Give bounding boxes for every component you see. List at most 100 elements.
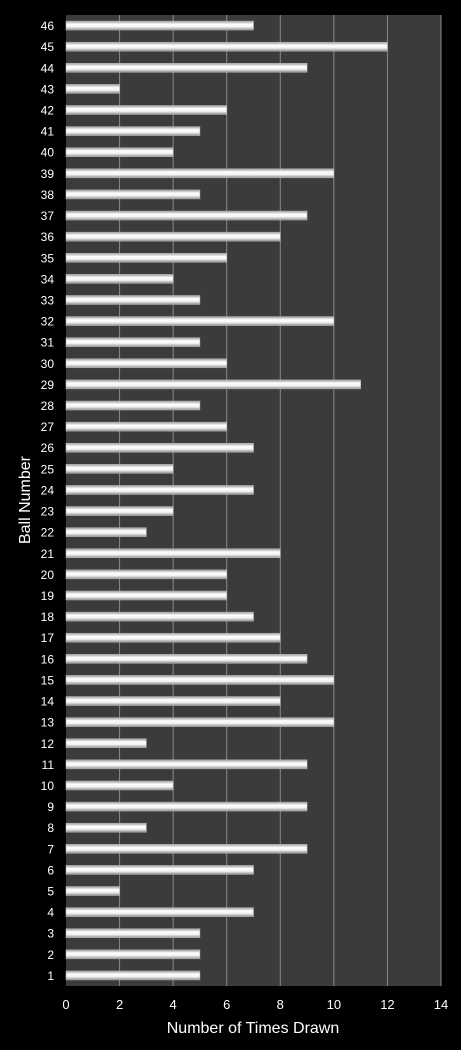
bar-ball-45: [65, 41, 388, 52]
y-tick-label: 44: [41, 61, 55, 75]
x-tick-label: 0: [62, 997, 69, 1012]
x-tick-label: 4: [170, 997, 177, 1012]
bar-ball-28: [65, 400, 201, 411]
x-tick-label: 8: [277, 997, 284, 1012]
bar-ball-41: [65, 126, 201, 136]
y-tick-label: 33: [41, 293, 55, 307]
bar-ball-3: [65, 928, 201, 938]
bar-ball-21: [65, 548, 281, 559]
bar-ball-6: [65, 865, 254, 875]
y-tick-label: 24: [41, 483, 55, 497]
y-tick-labels: 1234567891011121314151617181920212223242…: [41, 19, 55, 983]
y-tick-label: 15: [41, 673, 55, 687]
x-tick-label: 14: [434, 997, 448, 1012]
y-tick-label: 30: [41, 357, 55, 371]
y-tick-label: 14: [41, 695, 55, 709]
bar-ball-40: [65, 147, 174, 157]
y-tick-label: 40: [41, 146, 55, 160]
bar-ball-32: [65, 316, 335, 326]
bar-ball-17: [65, 632, 281, 643]
plot-area: [66, 15, 441, 986]
y-tick-label: 19: [41, 589, 55, 603]
y-tick-label: 13: [41, 716, 55, 730]
bar-ball-20: [65, 569, 227, 580]
bar-ball-13: [65, 717, 335, 727]
bar-ball-27: [65, 421, 227, 432]
y-tick-label: 5: [47, 885, 54, 899]
y-tick-label: 11: [42, 758, 55, 772]
y-tick-label: 34: [41, 272, 55, 286]
x-tick-label: 12: [380, 997, 394, 1012]
y-tick-label: 25: [41, 462, 55, 476]
y-tick-label: 37: [41, 209, 55, 223]
x-tick-label: 2: [116, 997, 123, 1012]
y-tick-label: 38: [41, 188, 55, 202]
bar-ball-15: [65, 675, 335, 685]
bar-ball-25: [65, 464, 174, 474]
bar-ball-33: [65, 295, 201, 305]
y-tick-label: 1: [47, 969, 54, 983]
y-tick-label: 2: [47, 948, 54, 962]
y-tick-label: 16: [41, 652, 55, 666]
y-tick-label: 23: [41, 505, 55, 519]
y-tick-label: 32: [41, 315, 55, 329]
bar-ball-38: [65, 189, 201, 200]
bar-ball-36: [65, 231, 281, 242]
y-tick-label: 20: [41, 568, 55, 582]
bar-ball-29: [65, 379, 361, 390]
bar-ball-31: [65, 337, 201, 347]
y-tick-label: 35: [41, 251, 55, 265]
y-tick-label: 41: [41, 125, 55, 139]
bar-ball-4: [65, 907, 254, 917]
bars: [65, 20, 388, 981]
bar-ball-1: [65, 970, 201, 981]
bar-ball-43: [65, 84, 120, 94]
bar-ball-26: [65, 442, 254, 453]
y-tick-label: 45: [41, 40, 55, 54]
bar-ball-5: [65, 886, 120, 896]
bar-ball-24: [65, 485, 254, 495]
bar-ball-37: [65, 210, 308, 221]
y-tick-label: 22: [41, 526, 55, 540]
x-tick-label: 6: [223, 997, 230, 1012]
x-tick-label: 10: [327, 997, 341, 1012]
y-tick-label: 31: [41, 336, 55, 350]
y-tick-label: 28: [41, 399, 55, 413]
y-tick-label: 26: [41, 441, 55, 455]
y-tick-label: 43: [41, 82, 55, 96]
bar-ball-10: [65, 780, 174, 791]
y-tick-label: 6: [47, 863, 54, 877]
y-tick-label: 36: [41, 230, 55, 244]
bar-ball-19: [65, 590, 227, 601]
y-tick-label: 18: [41, 610, 55, 624]
y-tick-label: 27: [41, 420, 55, 434]
bar-ball-11: [65, 759, 308, 770]
bar-ball-23: [65, 506, 174, 516]
x-axis-title: Number of Times Drawn: [167, 1020, 340, 1037]
y-tick-label: 21: [41, 547, 55, 561]
bar-ball-22: [65, 527, 147, 537]
y-tick-label: 7: [47, 842, 54, 856]
y-tick-label: 4: [47, 906, 54, 920]
bar-ball-34: [65, 274, 174, 284]
y-tick-label: 9: [47, 800, 54, 814]
bar-ball-44: [65, 63, 308, 73]
bar-ball-39: [65, 168, 335, 179]
y-tick-label: 46: [41, 19, 55, 33]
bar-ball-14: [65, 696, 281, 706]
bar-ball-46: [65, 20, 254, 31]
bar-ball-9: [65, 801, 308, 812]
bar-ball-35: [65, 253, 227, 263]
y-tick-label: 42: [41, 103, 55, 117]
y-tick-label: 17: [41, 631, 55, 645]
bar-ball-8: [65, 822, 147, 833]
bar-ball-18: [65, 611, 254, 622]
bar-ball-2: [65, 949, 201, 960]
y-tick-label: 29: [41, 378, 55, 392]
y-tick-label: 3: [47, 927, 54, 941]
bar-ball-16: [65, 654, 308, 664]
bar-ball-7: [65, 844, 308, 854]
y-tick-label: 39: [41, 167, 55, 181]
bar-ball-30: [65, 358, 227, 369]
